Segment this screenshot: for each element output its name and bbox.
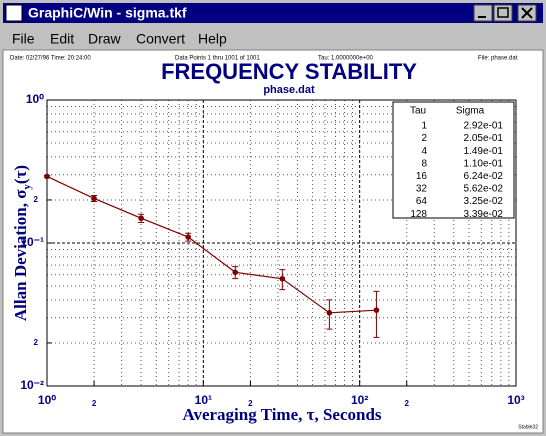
minimize-button[interactable] [473, 4, 493, 22]
y-axis-label-part: y [21, 184, 33, 190]
x-tick-label: 2 [92, 399, 97, 408]
close-icon [521, 7, 533, 19]
table-sigma: 3.25e-02 [464, 196, 504, 207]
table-sigma: 2.92e-01 [464, 121, 504, 132]
table-sigma: 5.62e-02 [464, 184, 504, 195]
table-tau: 64 [416, 196, 428, 207]
menu-item[interactable]: Convert [136, 31, 185, 47]
y-tick-label: 2 [34, 195, 39, 204]
table-header: Sigma [456, 106, 485, 117]
menu-item[interactable]: File [12, 31, 35, 47]
x-axis-label: Averaging Time, τ, Seconds [182, 405, 381, 424]
x-tick-label: 10¹ [195, 393, 212, 407]
table-header: Tau [410, 106, 426, 117]
value-table [392, 101, 515, 219]
y-tick-label: 10⁻² [20, 378, 44, 392]
data-point [185, 234, 191, 240]
data-point [138, 215, 144, 222]
y-tick-label: 10⁰ [26, 92, 44, 106]
footnote: Stable32 [518, 424, 538, 430]
table-tau: 4 [421, 146, 427, 157]
x-tick-label: 10² [351, 393, 368, 407]
data-line [46, 175, 377, 314]
title-bar [3, 3, 543, 23]
data-point [232, 269, 239, 276]
table-sigma: 3.39e-02 [464, 209, 504, 220]
table-sigma: 2.05e-01 [464, 133, 504, 144]
y-axis-label-part: Allan Deviation, σ [11, 189, 30, 321]
table-tau: 2 [421, 133, 427, 144]
data-point [91, 195, 97, 202]
window-title: GraphiC/Win - sigma.tkf [28, 5, 187, 21]
menu-item[interactable]: Help [198, 31, 227, 47]
table-tau: 8 [421, 158, 427, 169]
y-axis-label-part: (τ) [11, 165, 30, 184]
table-tau: 128 [410, 209, 427, 220]
x-tick-label: 10⁰ [38, 393, 56, 407]
error-bar [373, 290, 380, 338]
y-tick-label: 2 [34, 338, 39, 347]
table-sigma: 6.24e-02 [464, 171, 504, 182]
chart: Date: 02/27/96 Time: 20:24:00 Data Points… [10, 56, 538, 431]
menu-bar: File Edit Draw Convert Help [12, 31, 227, 47]
data-point [373, 307, 380, 313]
x-tick-label: 2 [248, 399, 253, 408]
header-info: Tau: 1.0000000e+00 [318, 56, 374, 62]
menu-item[interactable]: Draw [88, 31, 122, 47]
table-tau: 1 [421, 121, 427, 132]
header-info: Date: 02/27/96 Time: 20:24:00 [10, 56, 91, 62]
x-tick-label: 2 [405, 399, 410, 408]
maximize-icon [497, 7, 509, 18]
header-info: File: phase.dat [478, 56, 518, 62]
data-point [44, 173, 50, 180]
table-sigma: 1.10e-01 [464, 158, 504, 169]
data-point [326, 310, 333, 316]
data-point [279, 275, 286, 282]
y-axis-label: Allan Deviation, σy(τ) [11, 165, 33, 321]
app-icon[interactable] [5, 4, 23, 22]
y-tick-label: 10⁻¹ [20, 235, 44, 249]
chart-subtitle: phase.dat [263, 84, 315, 96]
x-tick-label: 10³ [507, 393, 524, 407]
table-tau: 32 [416, 184, 428, 195]
chart-title: FREQUENCY STABILITY [161, 59, 417, 84]
menu-item[interactable]: Edit [50, 31, 74, 47]
table-tau: 16 [416, 171, 428, 182]
table-sigma: 1.49e-01 [464, 146, 504, 157]
header-info: Data Points 1 thru 1001 of 1001 [175, 56, 260, 62]
window-buttons [473, 4, 537, 22]
